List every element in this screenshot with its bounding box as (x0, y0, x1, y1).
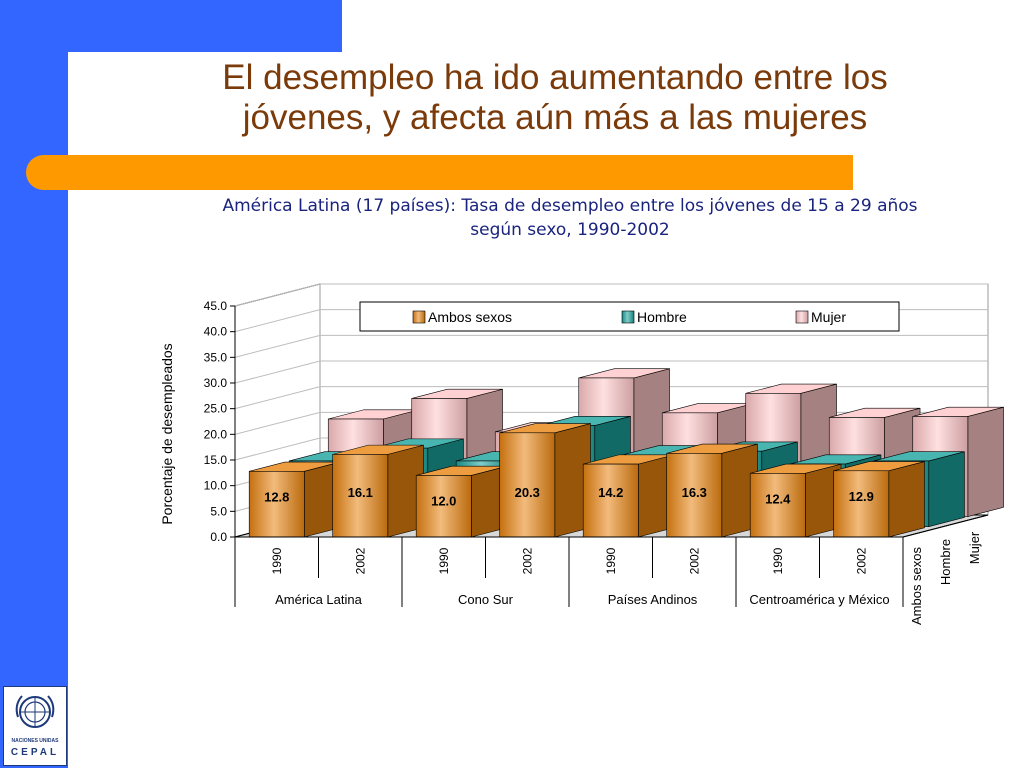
bar-ambos-sexos: 12.4 (749, 463, 842, 538)
depth-axis-label: Hombre (938, 539, 953, 585)
left-accent-bar (0, 0, 68, 768)
bar-front (749, 473, 806, 538)
depth-axis-line (902, 514, 989, 538)
gridline (234, 334, 988, 358)
title-line-2: jóvenes, y afecta aún más a las mujeres (242, 98, 868, 137)
y-tick-label: 40.0 (204, 325, 228, 339)
x-tick-label: 1990 (270, 547, 284, 574)
y-tick-label: 45.0 (204, 299, 228, 313)
bar-side (928, 451, 965, 528)
bar-front (499, 432, 556, 538)
bar-ambos-sexos: 12.8 (248, 461, 341, 538)
x-tick-label: 1990 (604, 547, 618, 574)
y-tick-label: 0.0 (210, 530, 227, 544)
bar-front (248, 470, 305, 538)
x-tick-label: 2002 (854, 547, 868, 574)
group-label: Centroamérica y México (749, 592, 889, 607)
bar-front (833, 470, 890, 538)
y-tick-label: 25.0 (204, 402, 228, 416)
depth-axis-label: Ambos sexos (909, 546, 924, 625)
group-label: Países Andinos (608, 592, 698, 607)
title-line-1: El desempleo ha ido aumentando entre los (222, 58, 888, 97)
gridline (234, 360, 988, 384)
y-tick-label: 5.0 (210, 504, 227, 518)
data-label: 14.2 (598, 485, 623, 500)
y-tick-label: 20.0 (204, 427, 228, 441)
bar-ambos-sexos: 20.3 (499, 423, 591, 538)
bar-side (967, 406, 1004, 517)
gridline (234, 283, 988, 307)
y-axis-label: Porcentaje de desempleados (159, 343, 175, 524)
x-tick-label: 2002 (520, 547, 534, 574)
x-tick-label: 2002 (687, 547, 701, 574)
chart-subtitle: América Latina (17 países): Tasa de dese… (170, 194, 970, 242)
bar-ambos-sexos: 14.2 (582, 454, 675, 538)
group-label: Cono Sur (458, 592, 514, 607)
legend-swatch (795, 310, 809, 324)
legend: Ambos sexos Hombre Mujer (359, 301, 900, 332)
bar-front (332, 454, 389, 538)
bar-side (888, 461, 925, 538)
bar-front (582, 463, 639, 538)
data-label: 20.3 (515, 485, 540, 500)
legend-swatch (621, 310, 635, 324)
bar-ambos-sexos: 16.3 (666, 443, 758, 538)
data-label: 16.3 (682, 485, 707, 500)
bar-front (666, 453, 723, 538)
legend-entry: Mujer (811, 309, 846, 325)
y-tick-label: 15.0 (204, 453, 228, 467)
legend-swatch (412, 310, 426, 324)
y-tick-label: 35.0 (204, 350, 228, 364)
x-tick-label: 1990 (437, 547, 451, 574)
group-label: América Latina (275, 592, 362, 607)
legend-entry: Ambos sexos (428, 309, 512, 325)
un-emblem-icon (15, 695, 55, 728)
legend-entry: Hombre (637, 309, 687, 325)
data-label: 12.4 (765, 491, 791, 506)
logo-name-text: CEPAL (10, 747, 60, 758)
y-tick-label: 30.0 (204, 376, 228, 390)
orange-accent-bar (26, 155, 853, 190)
data-label: 12.0 (431, 493, 456, 508)
bar-ambos-sexos: 12.9 (833, 461, 925, 538)
data-label: 16.1 (348, 485, 373, 500)
bar-front (415, 475, 472, 538)
data-label: 12.9 (849, 489, 874, 504)
depth-axis-label: Mujer (967, 531, 982, 564)
top-accent-bar (68, 0, 342, 52)
gridline (234, 386, 988, 410)
subtitle-line-1: América Latina (17 países): Tasa de dese… (222, 196, 918, 216)
bar-ambos-sexos: 12.0 (415, 465, 508, 538)
x-tick-label: 1990 (771, 547, 785, 574)
subtitle-line-2: según sexo, 1990-2002 (470, 220, 670, 240)
logo-org-text: NACIONES UNIDAS (11, 738, 59, 744)
cepal-logo: NACIONES UNIDAS CEPAL (3, 686, 67, 766)
y-tick-label: 10.0 (204, 479, 228, 493)
bar-ambos-sexos: 16.1 (332, 444, 424, 538)
x-tick-label: 2002 (353, 547, 367, 574)
data-label: 12.8 (264, 489, 289, 504)
slide-title: El desempleo ha ido aumentando entre los… (120, 58, 990, 138)
